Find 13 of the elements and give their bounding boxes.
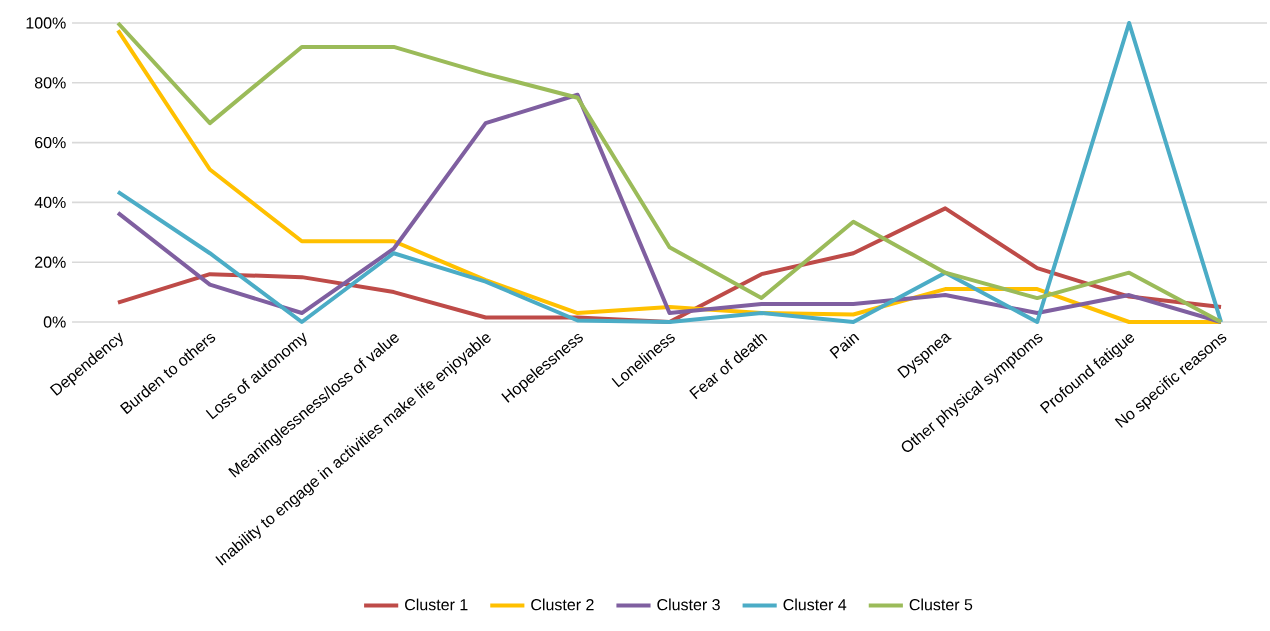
y-tick-label: 0%	[43, 316, 66, 328]
x-tick-label: Pain	[829, 333, 860, 359]
y-tick-label: 100%	[26, 17, 66, 29]
legend-label: Cluster 3	[657, 598, 720, 611]
y-tick-label: 80%	[34, 77, 66, 89]
legend-label: Cluster 1	[405, 598, 468, 611]
legend-label: Cluster 4	[783, 598, 847, 611]
y-tick-label: 40%	[34, 196, 66, 209]
legend-label: Cluster 2	[531, 598, 594, 611]
y-tick-label: 20%	[35, 256, 66, 268]
y-tick-label: 60%	[35, 136, 66, 149]
line-series	[115, 92, 1224, 324]
legend-label: Cluster 5	[909, 598, 973, 611]
